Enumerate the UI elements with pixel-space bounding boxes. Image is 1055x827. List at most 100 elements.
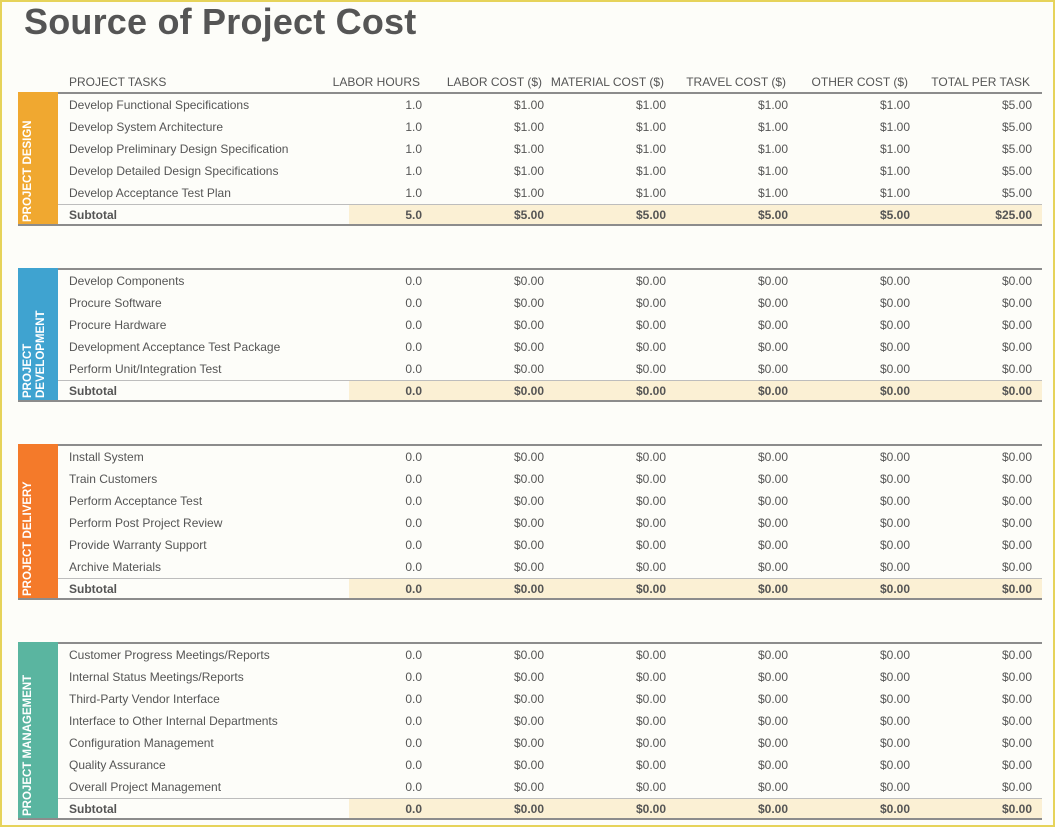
cell-labor: $0.00 xyxy=(513,802,544,816)
column-header-row: PROJECT TASKS LABOR HOURS LABOR COST ($)… xyxy=(2,72,1055,92)
cell-labor: $0.00 xyxy=(513,384,544,398)
cell-other: $0.00 xyxy=(879,450,910,464)
table-row: Perform Post Project Review 0.0 $0.00 $0.00… xyxy=(58,512,1042,534)
cell-other: $0.00 xyxy=(879,296,910,310)
task-name: Customer Progress Meetings/Reports xyxy=(69,648,270,662)
section-bottom-divider xyxy=(18,400,1042,402)
cell-travel: $1.00 xyxy=(757,164,788,178)
subtotal-divider xyxy=(58,204,1042,205)
cell-material: $0.00 xyxy=(635,274,666,288)
table-row: Customer Progress Meetings/Reports 0.0 $0.… xyxy=(58,644,1042,666)
subtotal-row: Subtotal 5.0 $5.00 $5.00 $5.00 $5.00 $25.00 xyxy=(58,204,1042,226)
cell-hours: 0.0 xyxy=(405,560,422,574)
task-name: Perform Unit/Integration Test xyxy=(69,362,222,376)
cell-labor: $1.00 xyxy=(513,98,544,112)
cell-hours: 0.0 xyxy=(405,780,422,794)
task-name: Provide Warranty Support xyxy=(69,538,207,552)
cell-labor: $0.00 xyxy=(513,582,544,596)
task-name: Overall Project Management xyxy=(69,780,222,794)
cell-other: $0.00 xyxy=(879,538,910,552)
cell-other: $0.00 xyxy=(879,516,910,530)
section-top-divider xyxy=(18,92,1042,94)
section-bottom-divider xyxy=(18,598,1042,600)
cell-travel: $0.00 xyxy=(757,648,788,662)
section-top-divider xyxy=(18,444,1042,446)
cell-material: $5.00 xyxy=(635,208,666,222)
cell-hours: 0.0 xyxy=(405,714,422,728)
section-color-band: PROJECT DEVELOPMENT xyxy=(18,268,58,402)
cell-travel: $1.00 xyxy=(757,98,788,112)
cell-total: $5.00 xyxy=(1001,142,1032,156)
cell-material: $1.00 xyxy=(635,186,666,200)
cell-total: $25.00 xyxy=(995,208,1032,222)
table-row: Develop Acceptance Test Plan 1.0 $1.00 $1.0… xyxy=(58,182,1042,204)
cell-other: $1.00 xyxy=(879,120,910,134)
cell-travel: $0.00 xyxy=(757,340,788,354)
cell-material: $0.00 xyxy=(635,560,666,574)
cell-labor: $0.00 xyxy=(513,362,544,376)
header-total-per-task: TOTAL PER TASK xyxy=(931,75,1030,89)
cell-material: $0.00 xyxy=(635,780,666,794)
task-name: Develop Preliminary Design Specification xyxy=(69,142,289,156)
table-row: Develop Detailed Design Specifications 1.… xyxy=(58,160,1042,182)
section-bottom-divider xyxy=(18,818,1042,820)
page-title: Source of Project Cost xyxy=(24,1,417,42)
task-name: Configuration Management xyxy=(69,736,214,750)
cell-labor: $1.00 xyxy=(513,186,544,200)
header-labor-hours: LABOR HOURS xyxy=(332,75,420,89)
cell-total: $0.00 xyxy=(1001,494,1032,508)
cell-other: $0.00 xyxy=(879,670,910,684)
cell-other: $1.00 xyxy=(879,142,910,156)
cell-other: $5.00 xyxy=(879,208,910,222)
header-material-cost: MATERIAL COST ($) xyxy=(550,75,664,89)
cell-travel: $0.00 xyxy=(757,692,788,706)
cell-other: $0.00 xyxy=(879,802,910,816)
task-name: Develop Acceptance Test Plan xyxy=(69,186,231,200)
cell-hours: 0.0 xyxy=(405,340,422,354)
cell-material: $0.00 xyxy=(635,450,666,464)
task-name: Develop Components xyxy=(69,274,185,288)
section-label: PROJECT DEVELOPMENT xyxy=(22,310,47,398)
cell-labor: $0.00 xyxy=(513,670,544,684)
cell-travel: $0.00 xyxy=(757,450,788,464)
cell-travel: $0.00 xyxy=(757,714,788,728)
subtotal-highlight xyxy=(349,578,1042,600)
task-name: Procure Hardware xyxy=(69,318,167,332)
table-row: Configuration Management 0.0 $0.00 $0.00 $0.… xyxy=(58,732,1042,754)
cell-material: $0.00 xyxy=(635,362,666,376)
header-travel-cost: TRAVEL COST ($) xyxy=(686,75,786,89)
cell-other: $0.00 xyxy=(879,692,910,706)
cell-travel: $0.00 xyxy=(757,472,788,486)
cell-total: $0.00 xyxy=(1001,670,1032,684)
cell-material: $0.00 xyxy=(635,802,666,816)
cell-travel: $0.00 xyxy=(757,538,788,552)
cell-total: $0.00 xyxy=(1001,802,1032,816)
cell-material: $0.00 xyxy=(635,472,666,486)
cell-hours: 0.0 xyxy=(405,670,422,684)
table-row: Quality Assurance 0.0 $0.00 $0.00 $0.00 $0.00… xyxy=(58,754,1042,776)
cell-total: $0.00 xyxy=(1001,538,1032,552)
cell-labor: $0.00 xyxy=(513,780,544,794)
task-name: Perform Post Project Review xyxy=(69,516,223,530)
cell-other: $0.00 xyxy=(879,384,910,398)
cell-travel: $1.00 xyxy=(757,186,788,200)
subtotal-highlight xyxy=(349,798,1042,820)
cell-labor: $0.00 xyxy=(513,450,544,464)
section-project-management: PROJECT MANAGEMENT Customer Progress Meet… xyxy=(18,642,1042,820)
table-row: Perform Acceptance Test 0.0 $0.00 $0.00 $0.0… xyxy=(58,490,1042,512)
cell-labor: $0.00 xyxy=(513,758,544,772)
cell-travel: $0.00 xyxy=(757,802,788,816)
cell-travel: $0.00 xyxy=(757,494,788,508)
task-name: Interface to Other Internal Departments xyxy=(69,714,278,728)
cell-other: $0.00 xyxy=(879,582,910,596)
task-name: Perform Acceptance Test xyxy=(69,494,203,508)
cell-other: $0.00 xyxy=(879,560,910,574)
cell-material: $1.00 xyxy=(635,98,666,112)
table-row: Archive Materials 0.0 $0.00 $0.00 $0.00 $0.00… xyxy=(58,556,1042,578)
subtotal-label: Subtotal xyxy=(69,208,117,222)
cell-labor: $0.00 xyxy=(513,274,544,288)
cell-travel: $0.00 xyxy=(757,384,788,398)
cell-labor: $0.00 xyxy=(513,494,544,508)
cell-hours: 0.0 xyxy=(405,384,422,398)
table-row: Third-Party Vendor Interface 0.0 $0.00 $0.0… xyxy=(58,688,1042,710)
